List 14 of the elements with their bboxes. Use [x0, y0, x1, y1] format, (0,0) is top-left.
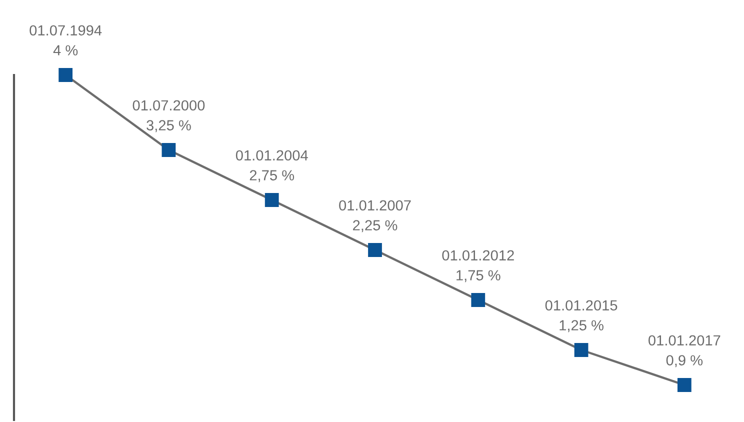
point — [677, 378, 692, 392]
data-label: 01.01.2015 1,25 % — [545, 300, 618, 332]
data-label: 01.01.2017 0,9 % — [648, 335, 720, 368]
point — [574, 343, 588, 357]
point — [471, 293, 486, 307]
data-label: 01.07.2000 3,25 % — [132, 100, 205, 132]
data-label: 01.01.2004 2,75 % — [236, 150, 308, 182]
data-label: 01.01.2007 2,25 % — [339, 200, 411, 232]
point — [368, 243, 382, 257]
data-label: 01.01.2012 1,75 % — [442, 250, 514, 282]
data-label: 01.07.1994 4 % — [30, 25, 102, 56]
point — [58, 68, 73, 82]
point — [264, 193, 279, 207]
point — [162, 143, 176, 157]
